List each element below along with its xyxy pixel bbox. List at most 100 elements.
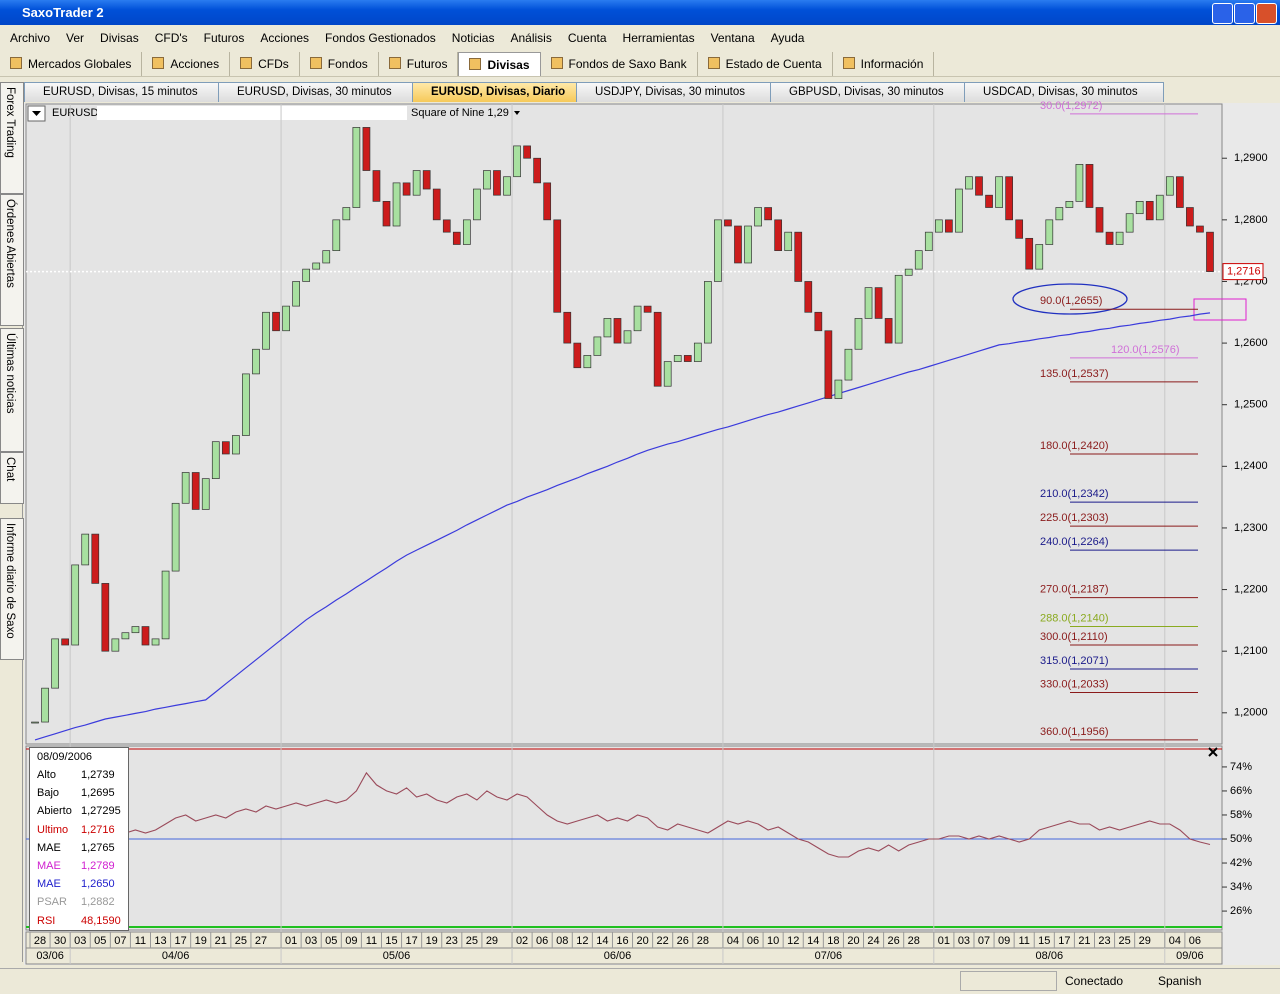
x-tick-label: 11 (1018, 935, 1029, 947)
info-value: 1,2650 (81, 878, 115, 891)
x-tick-label: 02 (516, 935, 528, 947)
toolbar-item[interactable]: Futuros (379, 52, 459, 76)
candle (191, 472, 200, 510)
candle (402, 182, 411, 196)
candle (292, 281, 300, 307)
sidebar-tab[interactable]: Últimas noticias (0, 328, 24, 452)
toolbar-item[interactable]: Información (833, 52, 935, 76)
candle (442, 219, 451, 233)
candle (1065, 201, 1074, 208)
menu-item[interactable]: Cuenta (567, 31, 607, 45)
study-arrow[interactable] (514, 111, 520, 115)
info-label: RSI (37, 914, 56, 927)
toolbar-item[interactable]: Estado de Cuenta (698, 52, 833, 76)
candle (141, 626, 150, 646)
toolbar-item[interactable]: Fondos de Saxo Bank (541, 52, 698, 76)
maximize[interactable] (1234, 3, 1255, 24)
candle (412, 170, 421, 196)
menu-item[interactable]: Noticias (451, 31, 495, 45)
y-tick-label: 50% (1230, 833, 1252, 845)
price-panel (25, 103, 1223, 745)
candle (1206, 231, 1214, 272)
chart-tab[interactable]: EURUSD, Divisas, 15 minutos (24, 82, 224, 102)
chart-tab[interactable]: EURUSD, Divisas, 30 minutos (218, 82, 418, 102)
candle (734, 225, 742, 264)
menu-item[interactable]: Análisis (510, 31, 552, 45)
toolbar-item[interactable]: CFDs (230, 52, 300, 76)
symbol-input[interactable] (97, 106, 407, 120)
candle (704, 281, 712, 344)
menu-item[interactable]: Ver (66, 31, 85, 45)
candle (1176, 176, 1184, 208)
candle (824, 330, 833, 399)
candle (473, 188, 481, 221)
x-tick-label: 04 (1169, 935, 1181, 947)
candle (593, 336, 602, 356)
x-tick-label: 14 (596, 935, 608, 947)
menu-item[interactable]: Herramientas (622, 31, 695, 45)
symbol: EURUSD (52, 107, 99, 119)
sidebar-label: Últimas noticias (4, 333, 16, 414)
candle (422, 170, 431, 190)
month-label: 05/06 (383, 950, 411, 962)
x-tick-label: 15 (385, 935, 397, 947)
x-tick-label: 20 (636, 935, 648, 947)
candle (563, 311, 572, 344)
toolbar-item[interactable]: Divisas (458, 52, 541, 76)
title-bar: SaxoTrader 2 (0, 0, 1280, 25)
toolbar-label: Estado de Cuenta (725, 57, 822, 71)
menu-item[interactable]: Ayuda (770, 31, 805, 45)
candle (553, 219, 562, 313)
toolbar-item[interactable]: Acciones (142, 52, 231, 76)
candle (322, 250, 331, 264)
candle (51, 638, 59, 689)
menu-item[interactable]: Archivo (10, 31, 51, 45)
menu-item[interactable]: Ventana (710, 31, 755, 45)
level-label: 180.0(1,2420) (1040, 440, 1109, 452)
x-tick-label: 12 (576, 935, 588, 947)
info-label: Alto (37, 769, 56, 781)
chart-tab[interactable]: USDJPY, Divisas, 30 minutos (576, 82, 776, 102)
x-tick-label: 05 (94, 935, 106, 947)
toolbar-item[interactable]: Fondos (300, 52, 379, 76)
chart: EURUSD Square of Nine 1,29 03/06 04/06 05/… (24, 100, 1280, 965)
toolbar: Mercados Globales Acciones CFDs Fondos Futur… (0, 52, 1280, 77)
x-tick-label: 09 (345, 935, 357, 947)
x-tick-label: 23 (446, 935, 458, 947)
menu-item[interactable]: Divisas (100, 31, 139, 45)
candle (814, 311, 823, 332)
sidebar-tab[interactable]: Forex Trading (0, 82, 24, 194)
candle (462, 219, 471, 245)
toolbar-item[interactable]: Mercados Globales (0, 52, 143, 76)
candle (1196, 225, 1204, 233)
info-row: PSAR 1,2882 (37, 896, 115, 908)
sidebar-tab[interactable]: Órdenes Abiertas (0, 194, 24, 326)
close[interactable] (1256, 3, 1277, 24)
month-label: 09/06 (1176, 950, 1204, 962)
candle (774, 219, 783, 252)
x-tick-label: 12 (787, 935, 799, 947)
month-label: 08/06 (1036, 950, 1064, 962)
menu-item[interactable]: Futuros (203, 31, 245, 45)
month-label: 06/06 (604, 950, 632, 962)
candle (1035, 244, 1044, 270)
chart-tab[interactable]: EURUSD, Divisas, Diario (412, 82, 582, 102)
minimize[interactable] (1212, 3, 1233, 24)
info-row: MAE 1,2650 (37, 878, 115, 890)
x-tick-label: 09 (998, 935, 1010, 947)
menu-item[interactable]: Fondos Gestionados (325, 31, 436, 45)
chart-tab[interactable]: USDCAD, Divisas, 30 minutos (964, 82, 1164, 102)
candle (1055, 207, 1064, 221)
menu-item[interactable]: CFD's (154, 31, 188, 45)
sidebar-tab[interactable]: Informe diario de Saxo (0, 518, 24, 660)
candle (1145, 201, 1154, 221)
candle (201, 478, 210, 510)
x-tick-label: 27 (255, 935, 267, 947)
close-panel[interactable] (1208, 747, 1218, 757)
sidebar-tab[interactable]: Chat (0, 452, 24, 504)
chart-tab[interactable]: GBPUSD, Divisas, 30 minutos (770, 82, 970, 102)
candle (844, 348, 853, 381)
menu-item[interactable]: Acciones (260, 31, 310, 45)
candle (1186, 207, 1194, 227)
last-price-tag (1222, 263, 1264, 281)
